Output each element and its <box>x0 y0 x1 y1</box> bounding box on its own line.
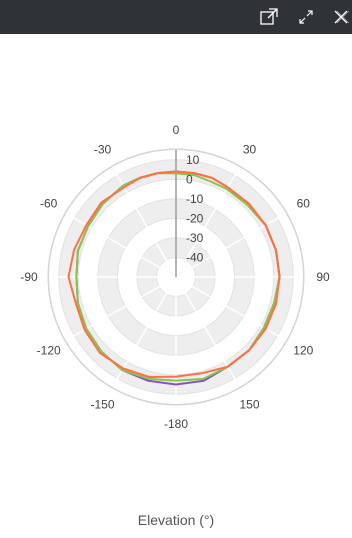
radial-tick-label: -30 <box>186 231 204 245</box>
polar-chart: 10 0 -10 -20 -30 -40 0 30 60 90 120 150 -180 -150 -120… <box>20 123 330 431</box>
angle-tick-label: 0 <box>173 123 180 137</box>
angle-tick-label: -180 <box>164 417 188 431</box>
radial-tick-label: 0 <box>186 172 193 186</box>
radial-tick-label: -20 <box>186 211 204 225</box>
radial-tick-label: -10 <box>186 192 204 206</box>
close-icon <box>334 10 350 24</box>
angle-tick-label: -120 <box>37 344 61 358</box>
polar-spoke <box>65 212 177 278</box>
polar-spoke <box>175 276 287 342</box>
series-line <box>75 172 281 382</box>
window-toolbar <box>0 0 352 34</box>
angle-tick-label: -30 <box>94 143 112 157</box>
angle-tick-label: 120 <box>293 344 313 358</box>
series-line <box>67 170 281 378</box>
angle-tick-label: -90 <box>20 270 38 284</box>
angle-tick-label: -150 <box>90 397 114 411</box>
angle-tick-label: 150 <box>239 397 259 411</box>
polar-spoke <box>175 166 241 278</box>
angle-tick-label: 30 <box>243 143 257 157</box>
expand-button[interactable] <box>295 6 317 28</box>
radial-tick-label: -40 <box>186 250 204 264</box>
radial-tick-label: 10 <box>186 153 200 167</box>
popout-button[interactable] <box>258 6 280 28</box>
chart-title: Elevation (°) <box>137 512 215 528</box>
close-button[interactable] <box>330 6 352 28</box>
angle-tick-label: 60 <box>297 197 311 211</box>
angle-tick-label: 90 <box>316 270 330 284</box>
external-link-icon <box>260 8 278 25</box>
polar-spoke <box>175 276 241 388</box>
polar-spoke <box>175 212 287 278</box>
angle-tick-label: -60 <box>40 197 58 211</box>
expand-icon <box>299 10 313 24</box>
